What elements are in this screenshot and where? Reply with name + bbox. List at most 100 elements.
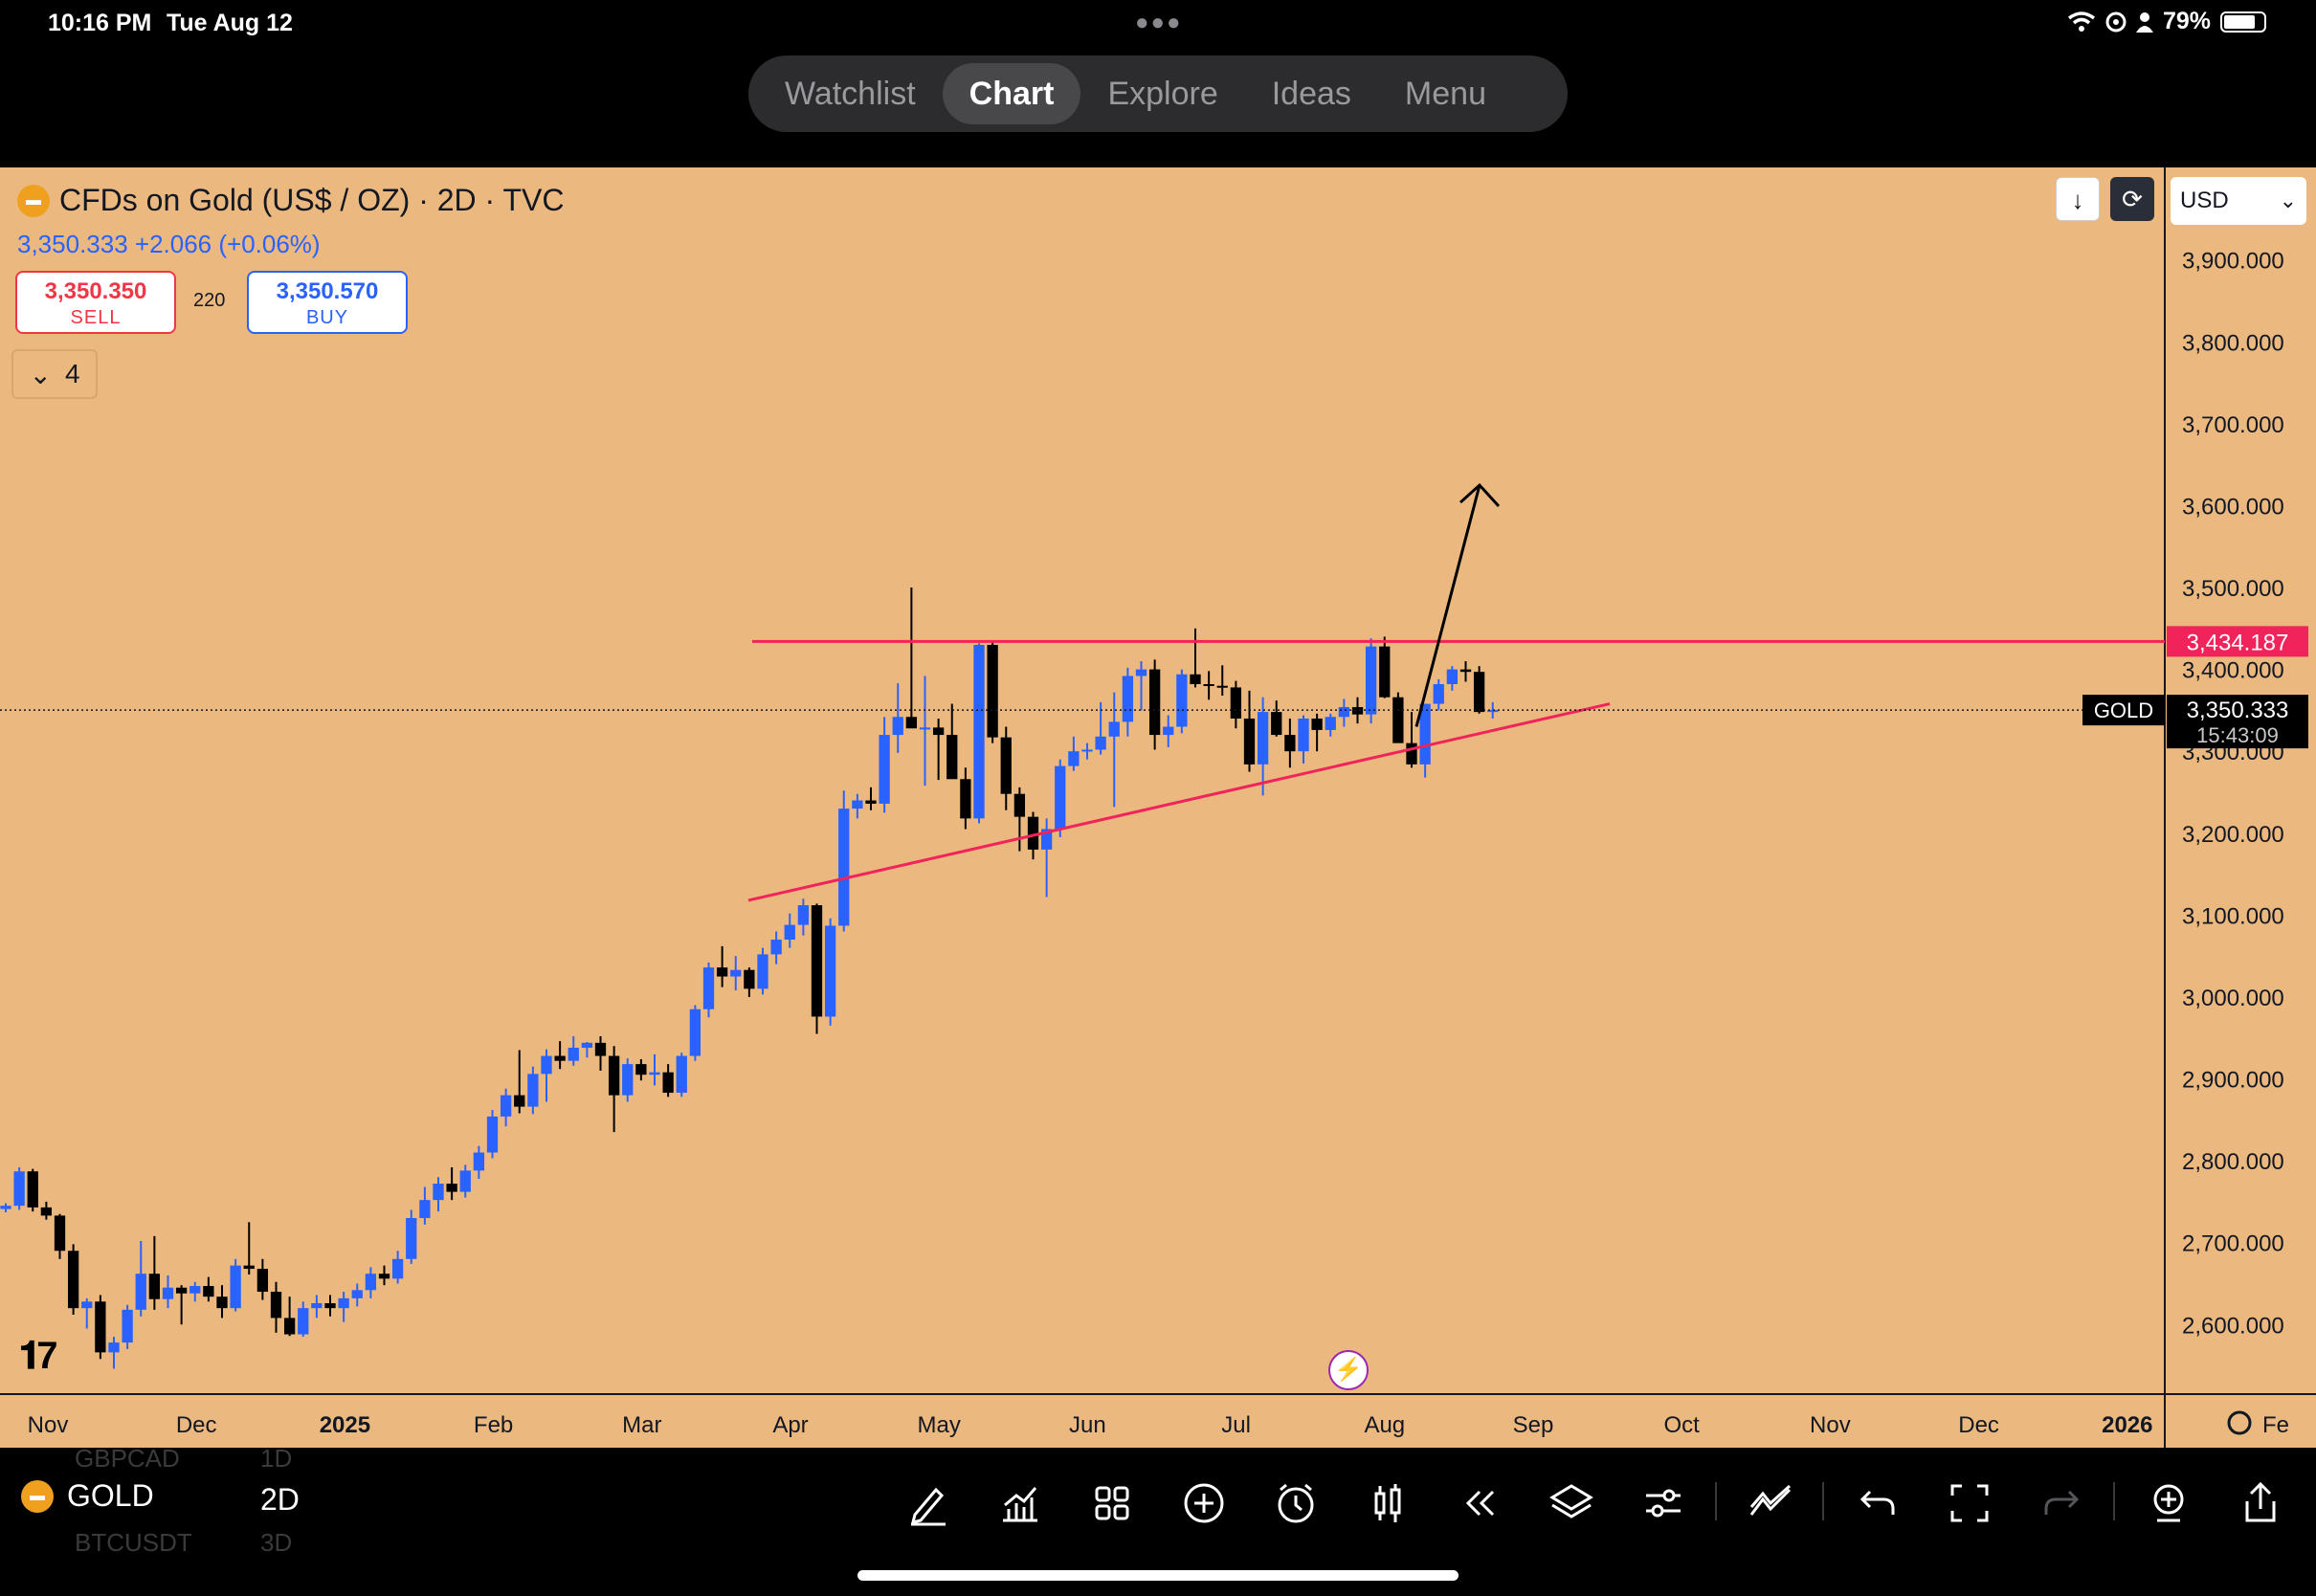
- replay-icon[interactable]: [1455, 1478, 1504, 1528]
- price-axis-tick: 3,600.000: [2182, 494, 2284, 520]
- breakout-arrow-head: [1459, 482, 1501, 508]
- candle-body: [67, 1251, 79, 1309]
- time-axis-tick: Jul: [1221, 1412, 1251, 1438]
- candle-body: [203, 1286, 214, 1297]
- home-indicator[interactable]: [857, 1570, 1459, 1581]
- last-price-tag: [2167, 695, 2308, 749]
- layers-icon[interactable]: [1547, 1478, 1596, 1528]
- undo-icon[interactable]: [1853, 1478, 1903, 1528]
- tradingview-logo[interactable]: 𝟏7: [19, 1335, 57, 1377]
- candle-body: [1095, 736, 1106, 750]
- candle-body: [459, 1170, 471, 1192]
- sync-button[interactable]: ⟳: [2110, 177, 2154, 221]
- candle-body: [1351, 706, 1364, 715]
- candle-body: [622, 1064, 634, 1096]
- candle-body: [13, 1171, 25, 1207]
- candle-body: [419, 1200, 431, 1219]
- candle-body: [406, 1218, 417, 1259]
- time-axis-tick: Jun: [1069, 1412, 1106, 1438]
- chevron-down-icon: ⌄: [29, 359, 52, 389]
- symbol-tag-label: GOLD: [2094, 698, 2153, 722]
- candle-body: [1243, 718, 1256, 765]
- add-symbol-icon[interactable]: [2144, 1478, 2194, 1528]
- spread-value: 220: [193, 290, 226, 311]
- currency-select[interactable]: USD ⌄: [2171, 177, 2306, 225]
- candle-body: [662, 1072, 674, 1094]
- chart-canvas[interactable]: 3,900.000 3,800.000 3,700.000 3,600.000 3,50…: [0, 167, 2316, 1448]
- indicators-toggle-button[interactable]: ⌄ 4: [11, 349, 98, 399]
- gold-symbol-icon: ▬: [17, 184, 50, 217]
- tab-explore[interactable]: Explore: [1107, 76, 1218, 112]
- add-icon[interactable]: [1179, 1478, 1229, 1528]
- price-axis-tick: 3,000.000: [2182, 986, 2284, 1011]
- time-axis-tick: Dec: [176, 1412, 217, 1438]
- ghost-interval-next: 3D: [260, 1528, 293, 1557]
- alert-icon[interactable]: [1271, 1478, 1321, 1528]
- sell-label: SELL: [70, 307, 122, 328]
- candle-body: [960, 779, 971, 819]
- tab-watchlist[interactable]: Watchlist: [785, 76, 916, 112]
- candle-body: [162, 1287, 174, 1299]
- candle-body: [797, 905, 810, 925]
- tab-ideas[interactable]: Ideas: [1271, 76, 1351, 112]
- chart-title[interactable]: ▬ CFDs on Gold (US$ / OZ) · 2D · TVC: [17, 183, 565, 218]
- candle-body: [554, 1055, 566, 1061]
- candle-body: [135, 1274, 146, 1310]
- chevron-down-icon: ⌄: [2279, 188, 2297, 212]
- toolbar-divider: [2113, 1482, 2115, 1520]
- candle-body: [1055, 765, 1066, 830]
- redo-icon[interactable]: [2037, 1478, 2086, 1528]
- candle-body: [1311, 718, 1323, 730]
- settings-sliders-icon[interactable]: [1638, 1478, 1688, 1528]
- candle-body: [1473, 672, 1485, 713]
- scroll-to-latest-button[interactable]: ↓: [2056, 177, 2100, 221]
- tab-menu[interactable]: Menu: [1404, 76, 1486, 112]
- buy-button[interactable]: 3,350.570 BUY: [247, 271, 408, 334]
- buy-price: 3,350.570: [276, 278, 379, 304]
- status-bar: 10:16 PM Tue Aug 12 ●●● 79%: [0, 0, 2316, 48]
- candle-body: [1325, 717, 1336, 730]
- candle-body: [230, 1265, 241, 1309]
- time-axis-tick: Mar: [622, 1412, 661, 1438]
- candle-body: [852, 800, 863, 809]
- candle-body: [473, 1152, 485, 1171]
- price-axis-tick: 3,400.000: [2182, 658, 2284, 684]
- candle-body: [1338, 706, 1350, 718]
- sell-button[interactable]: 3,350.350 SELL: [15, 271, 176, 334]
- indicators-icon[interactable]: [995, 1478, 1045, 1528]
- chart-area[interactable]: 3,900.000 3,800.000 3,700.000 3,600.000 3,50…: [0, 167, 2316, 1448]
- candle-body: [919, 727, 931, 730]
- tab-chart[interactable]: Chart: [942, 63, 1081, 124]
- candle-body: [702, 967, 715, 1009]
- candle-body: [122, 1309, 133, 1343]
- candle-body: [676, 1055, 687, 1094]
- axis-settings-icon[interactable]: [2227, 1410, 2252, 1435]
- bar-style-icon[interactable]: [1363, 1478, 1413, 1528]
- currency-value: USD: [2180, 188, 2229, 213]
- person-icon: [2135, 11, 2153, 33]
- location-icon: [2105, 11, 2127, 32]
- price-axis-tick: 2,900.000: [2182, 1068, 2284, 1094]
- ascending-support-line: [747, 702, 1611, 902]
- fullscreen-icon[interactable]: [1945, 1478, 1994, 1528]
- candle-body: [0, 1206, 11, 1209]
- symbol-picker[interactable]: ▬ GOLD: [21, 1478, 154, 1514]
- candle-body: [649, 1072, 660, 1075]
- price-axis-tick: 2,700.000: [2182, 1231, 2284, 1257]
- price-axis-tick: 3,200.000: [2182, 822, 2284, 848]
- candle-body: [905, 717, 918, 729]
- drawing-tool-icon[interactable]: [903, 1478, 953, 1528]
- candle-body: [27, 1171, 38, 1208]
- candle-body: [1216, 685, 1228, 688]
- time-axis-tick: Sep: [1513, 1412, 1554, 1438]
- candle-body: [838, 809, 850, 926]
- interval-picker[interactable]: 2D: [260, 1482, 300, 1517]
- time-axis-tick: Dec: [1958, 1412, 1999, 1438]
- layouts-icon[interactable]: [1087, 1478, 1137, 1528]
- trend-tools-icon[interactable]: [1746, 1478, 1795, 1528]
- candle-body: [95, 1301, 106, 1353]
- lightning-icon[interactable]: ⚡: [1328, 1350, 1369, 1390]
- symbol-tag: [2082, 695, 2165, 726]
- share-icon[interactable]: [2236, 1478, 2285, 1528]
- multitask-dots-icon[interactable]: ●●●: [1135, 10, 1183, 35]
